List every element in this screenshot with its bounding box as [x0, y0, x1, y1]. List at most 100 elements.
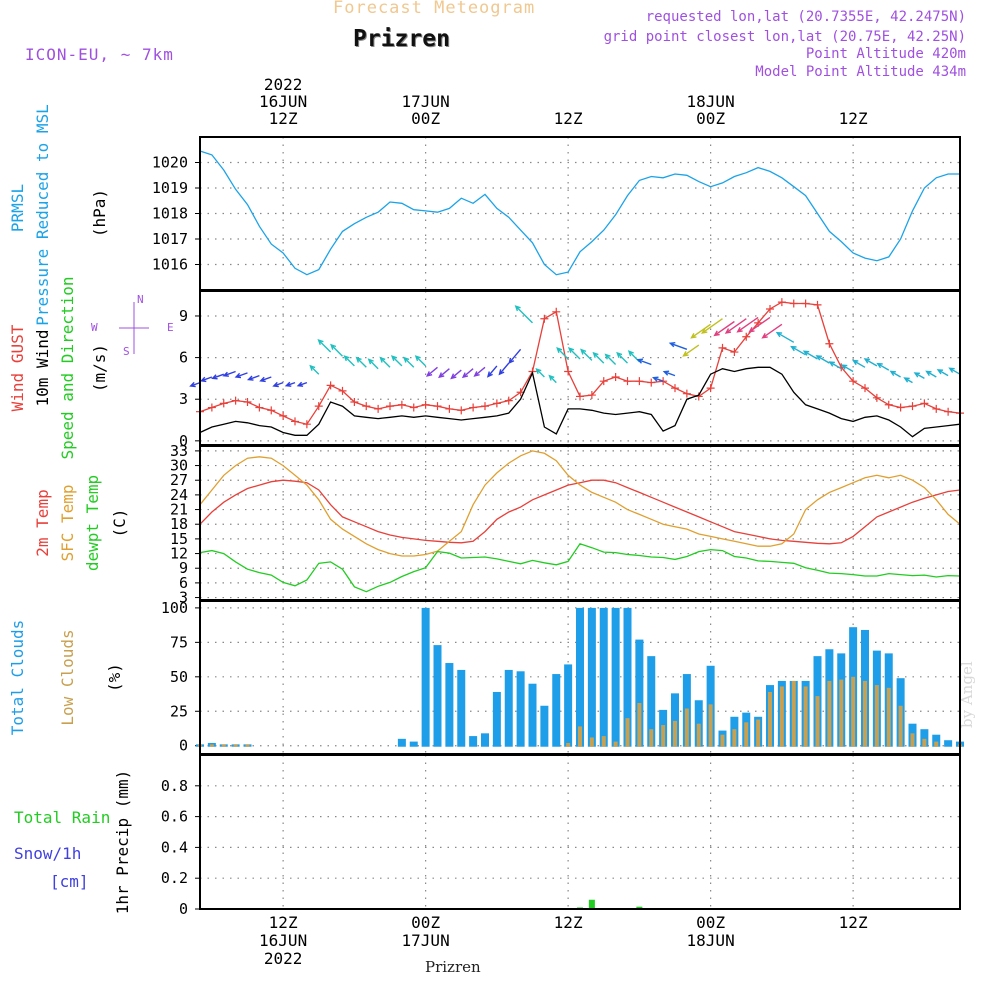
wind-direction-arrow [556, 346, 569, 360]
total-cloud-bar [409, 741, 418, 747]
precip-axis-label: 1hr Precip (mm) [113, 770, 132, 915]
gust-marker [849, 377, 858, 386]
wind-direction-arrow [514, 305, 533, 324]
bottom-time-label: 12Z [269, 913, 298, 932]
wind-direction-arrow [508, 348, 522, 365]
low-cloud-bar [898, 705, 903, 747]
total-cloud-bar [552, 674, 561, 747]
low-cloud-bar [910, 733, 915, 747]
gust-marker [718, 343, 727, 352]
wind-direction-arrow [616, 351, 628, 364]
bottom-time-label: 00Z [411, 913, 440, 932]
wind-direction-arrow [330, 343, 343, 357]
total-cloud-bar [397, 738, 406, 747]
total-cloud-bar [623, 607, 632, 747]
total-cloud-bar [481, 733, 489, 747]
y-tick-label: 21 [170, 501, 188, 519]
wind-direction-arrow [592, 351, 605, 364]
total-cloud-bar [920, 729, 929, 747]
wind-direction-arrow [234, 372, 248, 379]
y-tick-label: 27 [170, 471, 188, 489]
gust-marker [730, 348, 739, 357]
wind-direction-arrow [259, 376, 272, 383]
chart-subtitle: Forecast Meteogram [333, 0, 536, 18]
pressure-axis-label: PRMSL [8, 184, 27, 232]
total-cloud-bar [469, 736, 478, 747]
low-cloud-bar [791, 680, 796, 747]
chart-title: Prizren [353, 26, 450, 52]
wind-line [199, 366, 961, 438]
wind-direction-arrow [748, 316, 771, 333]
y-tick-label: 3 [179, 390, 188, 408]
gust-marker [397, 400, 406, 409]
wind-direction-arrow [690, 323, 712, 339]
location-info-1: requested lon,lat (20.7355E, 42.2475N) [645, 9, 966, 25]
wind-axis-label: 10m Wind [33, 329, 52, 406]
gust-marker [742, 332, 751, 341]
total-cloud-bar [540, 705, 549, 747]
y-tick-label: 0.6 [161, 808, 188, 826]
wind-axis-label: Wind GUST [8, 324, 27, 411]
y-tick-label: 0.8 [161, 777, 188, 795]
wind-direction-arrow [343, 355, 355, 367]
low-cloud-bar [661, 725, 666, 747]
compass-s: S [123, 345, 130, 358]
gust-marker [267, 406, 276, 415]
location-info-4: Model Point Altitude 434m [755, 64, 966, 80]
gust-marker [801, 299, 810, 308]
wind-direction-arrow [535, 367, 545, 378]
wind-direction-arrow [317, 338, 332, 353]
wind-direction-arrow [948, 367, 961, 375]
gust-marker [314, 402, 323, 411]
wind-direction-arrow [651, 376, 664, 382]
total-cloud-bar [504, 669, 513, 747]
temp-axis-label: (C) [110, 509, 129, 538]
gust-marker [540, 314, 549, 323]
dewpt-line [199, 543, 961, 593]
wind-direction-arrow [790, 345, 806, 356]
y-tick-label: 0.2 [161, 869, 188, 887]
temp-axis-label: 2m Temp [33, 489, 52, 556]
wind-axis-label: (m/s) [90, 344, 109, 392]
wind-direction-arrow [309, 364, 320, 375]
compass-w: W [91, 321, 98, 334]
precip-label: [cm] [50, 872, 89, 891]
y-tick-label: 30 [170, 457, 188, 475]
total-cloud-bar [587, 607, 596, 747]
top-time-label: 00Z [696, 109, 725, 128]
temp-axis-label: SFC Temp [58, 484, 77, 561]
pressure-axis-label: (hPa) [90, 189, 109, 237]
low-cloud-bar [886, 687, 891, 747]
wind-direction-arrow [425, 366, 438, 377]
top-time-label: 12Z [554, 109, 583, 128]
total-cloud-bar [433, 645, 442, 747]
pressure-axis-label: Pressure Reduced to MSL [33, 104, 52, 326]
wind-direction-arrow [580, 348, 593, 361]
low-cloud-bar [578, 726, 582, 747]
gust-marker [302, 420, 311, 429]
y-tick-label: 100 [161, 599, 188, 617]
total-cloud-bar [944, 740, 953, 747]
gust-marker [409, 403, 418, 412]
low-cloud-bar [637, 703, 642, 747]
gust-marker [884, 400, 893, 409]
wind-direction-arrow [189, 381, 201, 388]
bottom-time-label: 12Z [554, 913, 583, 932]
top-time-label: 18JUN [687, 92, 735, 111]
location-info-3: Point Altitude 420m [805, 46, 966, 62]
gust-marker [766, 305, 774, 314]
gust-marker [374, 404, 383, 413]
low-cloud-bar [922, 738, 927, 747]
bottom-time-label: 12Z [839, 913, 868, 932]
low-cloud-bar [696, 723, 701, 747]
wind-direction-arrow [604, 353, 617, 365]
y-tick-label: 1019 [152, 179, 188, 197]
low-cloud-bar [874, 685, 879, 747]
y-tick-label: 15 [170, 530, 188, 548]
y-tick-label: 75 [170, 633, 188, 651]
total-cloud-bar [492, 691, 501, 747]
wind-direction-arrow [863, 358, 878, 367]
location-info-2: grid point closest lon,lat (20.75E, 42.2… [603, 29, 966, 45]
total-cloud-bar [421, 607, 430, 747]
low-cloud-bar [934, 741, 939, 747]
